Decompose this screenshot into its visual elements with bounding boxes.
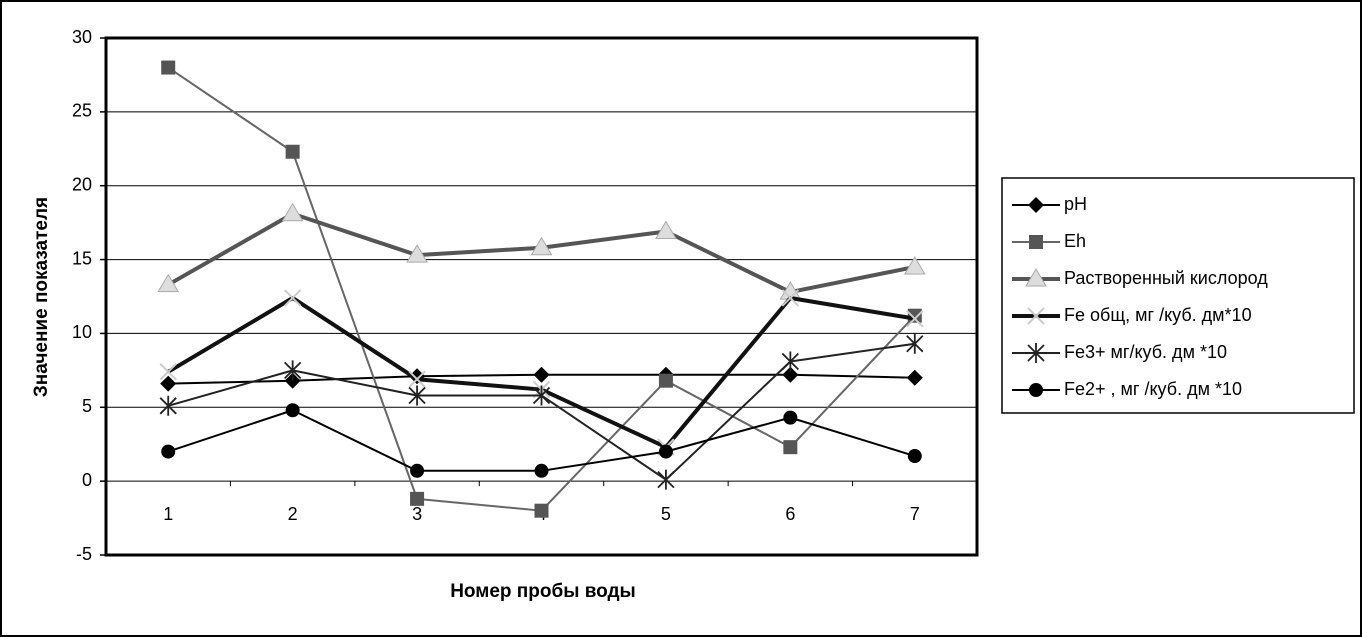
y-axis-title: Значение показателя xyxy=(31,197,52,397)
marker xyxy=(658,373,673,388)
marker xyxy=(1027,343,1045,363)
legend-label: Растворенный кислород xyxy=(1064,268,1268,288)
y-tick-label: 15 xyxy=(72,248,92,268)
legend-label: Fe2+ , мг /куб. дм *10 xyxy=(1064,379,1242,399)
marker xyxy=(159,395,177,416)
marker xyxy=(783,440,798,455)
x-tick-label: 3 xyxy=(412,504,422,524)
marker xyxy=(903,255,926,275)
marker xyxy=(285,144,300,159)
marker xyxy=(530,236,553,256)
marker xyxy=(781,351,799,372)
marker xyxy=(906,309,924,328)
marker xyxy=(160,375,177,392)
marker xyxy=(783,410,798,425)
y-tick-label: -5 xyxy=(76,544,92,564)
marker xyxy=(534,463,549,478)
marker xyxy=(655,220,677,240)
y-tick-label: 0 xyxy=(82,470,92,490)
marker xyxy=(285,403,300,418)
x-tick-label: 1 xyxy=(163,504,173,524)
marker xyxy=(907,308,922,323)
marker xyxy=(159,363,177,381)
marker xyxy=(281,202,304,222)
marker xyxy=(284,372,301,389)
marker xyxy=(408,385,426,406)
marker xyxy=(657,469,675,490)
marker xyxy=(410,463,425,478)
marker xyxy=(782,366,799,383)
marker xyxy=(408,370,426,388)
x-tick-label: 5 xyxy=(661,504,671,524)
marker xyxy=(906,369,923,386)
marker xyxy=(907,449,922,464)
marker xyxy=(1028,197,1044,213)
x-tick-label: 7 xyxy=(910,504,920,524)
legend-label: Fe3+ мг/куб. дм *10 xyxy=(1064,342,1227,362)
x-tick-label: 6 xyxy=(785,504,795,524)
y-tick-label: 20 xyxy=(72,174,92,194)
marker xyxy=(157,273,180,293)
x-tick-label: 2 xyxy=(288,504,298,524)
marker xyxy=(1029,235,1043,249)
y-tick-label: 30 xyxy=(72,27,92,47)
marker xyxy=(906,333,924,354)
x-axis-title: Номер пробы воды xyxy=(450,581,636,602)
marker xyxy=(161,60,176,75)
legend-label: pH xyxy=(1064,194,1087,214)
y-tick-label: 10 xyxy=(72,322,92,342)
plot-border xyxy=(104,36,979,557)
legend-box xyxy=(1001,177,1355,414)
marker xyxy=(781,289,800,307)
legend-label: Fe общ, мг /куб. дм*10 xyxy=(1064,305,1252,325)
marker xyxy=(533,366,550,383)
marker xyxy=(161,444,176,459)
marker xyxy=(658,444,673,459)
marker xyxy=(1029,383,1043,397)
marker xyxy=(284,360,302,381)
marker xyxy=(534,503,549,518)
marker xyxy=(1027,307,1045,325)
legend-label: Eh xyxy=(1064,231,1086,251)
marker xyxy=(410,491,425,506)
marker xyxy=(1025,268,1047,287)
marker xyxy=(532,385,551,406)
y-tick-label: 25 xyxy=(72,101,92,121)
y-tick-label: 5 xyxy=(82,396,92,416)
marker xyxy=(406,244,428,263)
marker xyxy=(283,289,302,307)
